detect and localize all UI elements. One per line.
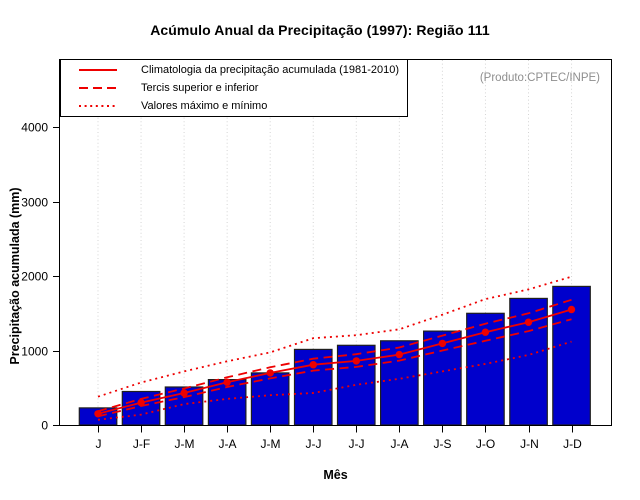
x-tick-label: J-J (306, 437, 322, 451)
x-tick-label: J-M (175, 437, 195, 451)
x-tick-label: J-J (349, 437, 365, 451)
chart-title: Acúmulo Anual da Precipitação (1997): Re… (150, 22, 490, 38)
legend-box: Climatologia da precipitação acumulada (… (60, 59, 408, 117)
legend-item-terciles: Tercis superior e inferior (79, 81, 407, 96)
solid-line-sample-icon (79, 69, 117, 71)
data-point (438, 339, 447, 348)
x-tick-label: J-A (391, 437, 409, 451)
y-axis-title: Precipitação acumulada (mm) (8, 187, 22, 365)
bar (164, 386, 204, 426)
x-tick-label: J-A (219, 437, 237, 451)
y-tick-label: 4000 (21, 121, 48, 135)
data-point (94, 410, 102, 418)
y-tick-label: 3000 (21, 196, 48, 210)
dashed-line-sample-icon (79, 87, 117, 89)
line-dotted (97, 275, 572, 398)
data-point (137, 398, 145, 407)
data-point (266, 369, 274, 377)
data-point (309, 361, 317, 369)
x-tick-label: J-O (476, 437, 495, 451)
data-point (481, 328, 490, 336)
x-tick-label: J-D (563, 437, 582, 451)
dotted-line-sample-icon (79, 105, 117, 107)
x-tick-label: J-S (434, 437, 452, 451)
data-point (180, 389, 188, 397)
x-tick-label: J-N (520, 437, 539, 451)
legend-item-max-min: Valores máximo e mínimo (79, 99, 407, 114)
legend-item-climatology: Climatologia da precipitação acumulada (… (79, 63, 407, 78)
y-tick-label: 2000 (21, 270, 48, 284)
y-tick-label: 1000 (21, 345, 48, 359)
x-tick-label: J (96, 437, 102, 451)
legend-label: Valores máximo e mínimo (141, 100, 268, 112)
line-dashed (97, 318, 572, 418)
product-source-label: (Produto:CPTEC/INPE) (479, 72, 600, 84)
legend-label: Tercis superior e inferior (141, 82, 259, 94)
line-solid (97, 308, 572, 415)
data-point (352, 357, 360, 365)
data-point (567, 305, 576, 314)
legend-label: Climatologia da precipitação acumulada (… (141, 64, 400, 76)
x-axis-title: Mês (323, 468, 348, 482)
data-point (395, 350, 403, 359)
data-point (524, 318, 533, 326)
x-tick-label: J-F (133, 437, 150, 451)
x-tick-label: J-M (261, 437, 281, 451)
data-point (223, 378, 231, 386)
y-tick-label: 0 (41, 419, 48, 433)
